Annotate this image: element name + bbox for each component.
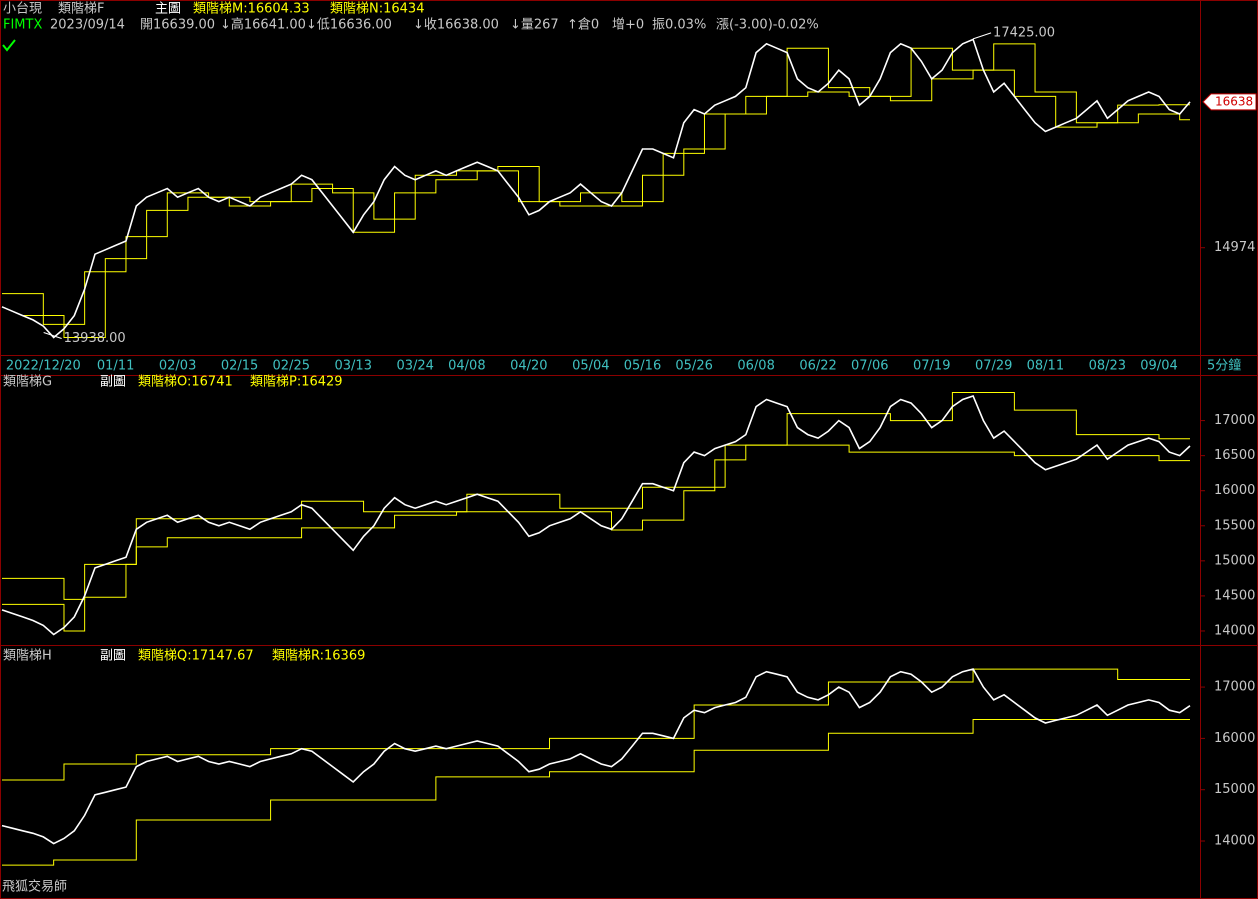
low-label: 13938.00 xyxy=(64,331,126,346)
change: 漲(-3.00)-0.02% xyxy=(716,18,819,33)
panel-title: 類階梯H xyxy=(3,649,52,664)
panel-title: 類階梯F xyxy=(58,2,104,17)
x-tick-label: 06/22 xyxy=(799,359,836,374)
panel-title: 類階梯G xyxy=(3,375,52,390)
x-tick-label: 2022/12/20 xyxy=(6,359,81,374)
y-tick-label: 14974 xyxy=(1214,240,1255,255)
x-tick-label: 05/16 xyxy=(624,359,661,374)
panel-subtitle: 副圖 xyxy=(100,375,126,390)
x-tick-label: 03/24 xyxy=(396,359,433,374)
check-icon xyxy=(2,39,16,52)
x-tick-label: 04/08 xyxy=(448,359,485,374)
y-tick-label: 16000 xyxy=(1214,731,1255,746)
y-tick-label: 17000 xyxy=(1214,680,1255,695)
low: ↓低16636.00 xyxy=(306,18,392,33)
volume: ↓量267 xyxy=(510,18,559,33)
open: 開16639.00 xyxy=(140,18,215,33)
x-tick-label: 07/06 xyxy=(851,359,888,374)
legend-entry: 類階梯O:16741 xyxy=(138,375,233,390)
x-tick-label: 02/15 xyxy=(221,359,258,374)
panel-subtitle: 副圖 xyxy=(100,649,126,664)
x-tick-label: 02/25 xyxy=(273,359,310,374)
footer: 飛狐交易師 xyxy=(2,879,67,895)
price-line xyxy=(1,395,1191,636)
x-tick-label: 04/20 xyxy=(510,359,547,374)
symbol: 小台現 xyxy=(3,2,42,17)
oi-change: 增+0 xyxy=(612,18,644,33)
x-tick-label: 09/04 xyxy=(1140,359,1177,374)
legend-entry: 類階梯Q:17147.67 xyxy=(138,649,254,664)
step-line xyxy=(2,718,1190,866)
x-tick-label: 08/23 xyxy=(1089,359,1126,374)
last-price-tag xyxy=(1202,93,1257,111)
y-tick-label: 17000 xyxy=(1214,413,1255,428)
legend-entry: 類階梯P:16429 xyxy=(250,375,343,390)
high-label: 17425.00 xyxy=(993,25,1055,40)
panel-subtitle: 主圖 xyxy=(155,2,181,17)
legend-entry: 類階梯M:16604.33 xyxy=(193,2,310,17)
close: ↓收16638.00 xyxy=(413,18,499,33)
x-tick-label: 03/13 xyxy=(335,359,372,374)
y-tick-label: 15500 xyxy=(1214,518,1255,533)
y-tick-label: 16000 xyxy=(1214,483,1255,498)
x-tick-label: 07/29 xyxy=(975,359,1012,374)
y-tick-label: 16500 xyxy=(1214,448,1255,463)
x-tick-label: 05/04 xyxy=(572,359,609,374)
x-tick-label: 01/11 xyxy=(97,359,134,374)
legend-entry: 類階梯N:16434 xyxy=(330,2,424,17)
y-tick-label: 15000 xyxy=(1214,782,1255,797)
low-marker xyxy=(43,332,62,339)
x-unit: 5分鐘 xyxy=(1207,358,1241,374)
step-line xyxy=(22,69,1190,338)
y-tick-label: 15000 xyxy=(1214,553,1255,568)
price-line xyxy=(1,38,1191,339)
last-price-label: 16638 xyxy=(1215,94,1253,108)
step-line xyxy=(2,444,1190,632)
y-tick-label: 14500 xyxy=(1214,588,1255,603)
legend-entry: 類階梯R:16369 xyxy=(272,649,365,664)
y-tick-label: 14000 xyxy=(1214,623,1255,638)
high-marker xyxy=(972,32,992,40)
y-tick-label: 14000 xyxy=(1214,834,1255,849)
x-tick-label: 05/26 xyxy=(675,359,712,374)
x-tick-label: 07/19 xyxy=(913,359,950,374)
x-tick-label: 06/08 xyxy=(737,359,774,374)
high: ↓高16641.00 xyxy=(220,17,306,33)
x-tick-label: 08/11 xyxy=(1027,359,1064,374)
price-line xyxy=(1,668,1191,845)
x-tick-label: 02/03 xyxy=(159,359,196,374)
date: 2023/09/14 xyxy=(50,18,125,33)
open-interest: ↑倉0 xyxy=(567,18,599,33)
code: FIMTX xyxy=(3,18,42,33)
amplitude: 振0.03% xyxy=(652,18,706,33)
step-line xyxy=(2,43,1190,325)
